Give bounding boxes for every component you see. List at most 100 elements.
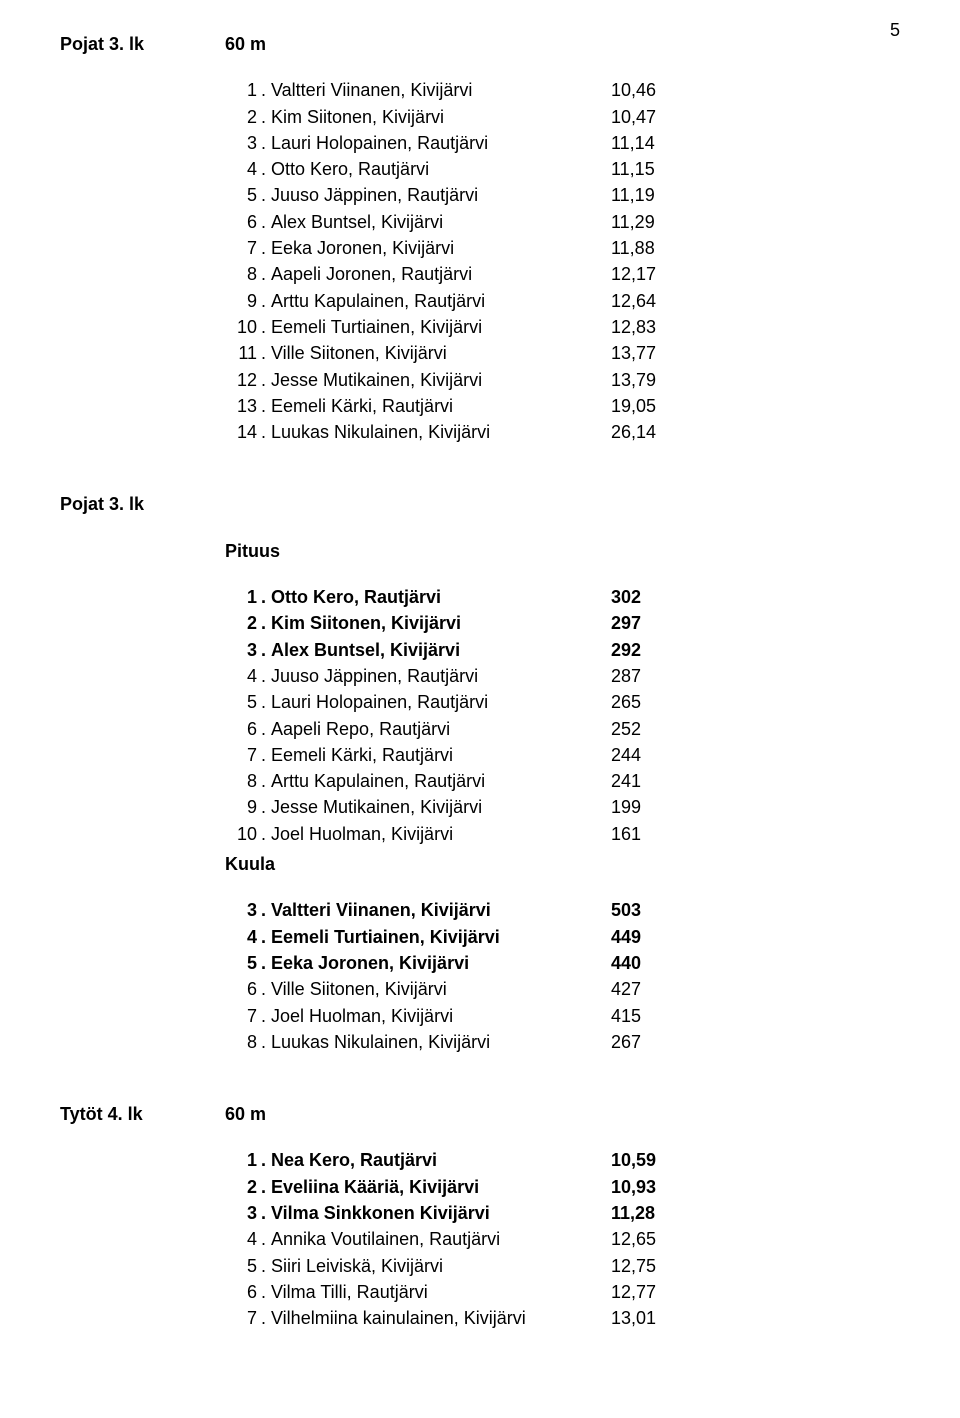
result-rank: 2 <box>225 611 261 635</box>
rank-dot: . <box>261 1201 271 1225</box>
rank-dot: . <box>261 368 271 392</box>
result-name: Annika Voutilainen, Rautjärvi <box>271 1227 611 1251</box>
category-label: Tytöt 4. lk <box>60 1102 225 1126</box>
result-name: Alex Buntsel, Kivijärvi <box>271 638 611 662</box>
result-rank: 10 <box>225 315 261 339</box>
result-rank: 9 <box>225 289 261 313</box>
rank-dot: . <box>261 822 271 846</box>
result-rank: 4 <box>225 1227 261 1251</box>
rank-dot: . <box>261 1280 271 1304</box>
section-header: Tytöt 4. lk60 m <box>60 1102 900 1126</box>
event-label: Pituus <box>225 539 900 563</box>
result-rank: 6 <box>225 977 261 1001</box>
result-value: 12,77 <box>611 1280 691 1304</box>
result-row: 6.Ville Siitonen, Kivijärvi427 <box>225 977 900 1001</box>
result-name: Joel Huolman, Kivijärvi <box>271 1004 611 1028</box>
result-rank: 1 <box>225 1148 261 1172</box>
result-row: 2.Eveliina Kääriä, Kivijärvi10,93 <box>225 1175 900 1199</box>
result-rank: 6 <box>225 717 261 741</box>
result-row: 4.Eemeli Turtiainen, Kivijärvi449 <box>225 925 900 949</box>
result-row: 3.Alex Buntsel, Kivijärvi292 <box>225 638 900 662</box>
rank-dot: . <box>261 420 271 444</box>
result-name: Valtteri Viinanen, Kivijärvi <box>271 78 611 102</box>
result-rank: 2 <box>225 105 261 129</box>
result-row: 8.Luukas Nikulainen, Kivijärvi267 <box>225 1030 900 1054</box>
result-rank: 12 <box>225 368 261 392</box>
result-value: 161 <box>611 822 691 846</box>
result-value: 13,79 <box>611 368 691 392</box>
rank-dot: . <box>261 611 271 635</box>
result-row: 10.Eemeli Turtiainen, Kivijärvi12,83 <box>225 315 900 339</box>
rank-dot: . <box>261 78 271 102</box>
event-label: Kuula <box>225 852 900 876</box>
result-name: Juuso Jäppinen, Rautjärvi <box>271 183 611 207</box>
result-rank: 6 <box>225 210 261 234</box>
results-section: Pojat 3. lk60 m1.Valtteri Viinanen, Kivi… <box>60 32 900 444</box>
result-name: Nea Kero, Rautjärvi <box>271 1148 611 1172</box>
result-row: 7.Eeka Joronen, Kivijärvi11,88 <box>225 236 900 260</box>
result-row: 1.Otto Kero, Rautjärvi302 <box>225 585 900 609</box>
rank-dot: . <box>261 743 271 767</box>
rank-dot: . <box>261 1148 271 1172</box>
result-value: 503 <box>611 898 691 922</box>
event-label: 60 m <box>225 1102 266 1126</box>
section-header: Pojat 3. lk <box>60 492 900 516</box>
result-value: 12,65 <box>611 1227 691 1251</box>
result-value: 12,75 <box>611 1254 691 1278</box>
document-body: Pojat 3. lk60 m1.Valtteri Viinanen, Kivi… <box>60 32 900 1330</box>
result-value: 252 <box>611 717 691 741</box>
result-rank: 8 <box>225 769 261 793</box>
result-rank: 9 <box>225 795 261 819</box>
rank-dot: . <box>261 157 271 181</box>
result-value: 292 <box>611 638 691 662</box>
rank-dot: . <box>261 925 271 949</box>
rank-dot: . <box>261 210 271 234</box>
result-rank: 14 <box>225 420 261 444</box>
result-name: Ville Siitonen, Kivijärvi <box>271 977 611 1001</box>
category-label: Pojat 3. lk <box>60 32 225 56</box>
category-label: Pojat 3. lk <box>60 492 225 516</box>
result-rank: 7 <box>225 1306 261 1330</box>
rank-dot: . <box>261 1254 271 1278</box>
result-name: Vilma Sinkkonen Kivijärvi <box>271 1201 611 1225</box>
result-value: 11,19 <box>611 183 691 207</box>
result-rank: 11 <box>225 341 261 365</box>
result-row: 3. Vilma Sinkkonen Kivijärvi11,28 <box>225 1201 900 1225</box>
rank-dot: . <box>261 183 271 207</box>
rank-dot: . <box>261 585 271 609</box>
rank-dot: . <box>261 394 271 418</box>
result-row: 5.Lauri Holopainen, Rautjärvi265 <box>225 690 900 714</box>
rank-dot: . <box>261 690 271 714</box>
result-name: Jesse Mutikainen, Kivijärvi <box>271 795 611 819</box>
result-row: 2.Kim Siitonen, Kivijärvi10,47 <box>225 105 900 129</box>
result-row: 14.Luukas Nikulainen, Kivijärvi26,14 <box>225 420 900 444</box>
rank-dot: . <box>261 236 271 260</box>
result-name: Arttu Kapulainen, Rautjärvi <box>271 769 611 793</box>
result-rank: 5 <box>225 690 261 714</box>
result-row: 7.Vilhelmiina kainulainen, Kivijärvi13,0… <box>225 1306 900 1330</box>
result-row: 5.Eeka Joronen, Kivijärvi440 <box>225 951 900 975</box>
result-rank: 7 <box>225 1004 261 1028</box>
result-row: 3.Lauri Holopainen, Rautjärvi11,14 <box>225 131 900 155</box>
result-value: 199 <box>611 795 691 819</box>
result-name: Eemeli Turtiainen, Kivijärvi <box>271 315 611 339</box>
result-value: 440 <box>611 951 691 975</box>
result-name: Jesse Mutikainen, Kivijärvi <box>271 368 611 392</box>
result-value: 427 <box>611 977 691 1001</box>
result-row: 13.Eemeli Kärki, Rautjärvi19,05 <box>225 394 900 418</box>
result-name: Otto Kero, Rautjärvi <box>271 585 611 609</box>
result-name: Lauri Holopainen, Rautjärvi <box>271 690 611 714</box>
result-name: Kim Siitonen, Kivijärvi <box>271 105 611 129</box>
result-value: 287 <box>611 664 691 688</box>
results-list: 1.Otto Kero, Rautjärvi3022.Kim Siitonen,… <box>225 585 900 846</box>
result-rank: 1 <box>225 78 261 102</box>
result-name: Lauri Holopainen, Rautjärvi <box>271 131 611 155</box>
result-rank: 4 <box>225 157 261 181</box>
result-rank: 6 <box>225 1280 261 1304</box>
result-name: Aapeli Joronen, Rautjärvi <box>271 262 611 286</box>
result-rank: 8 <box>225 262 261 286</box>
result-name: Eeka Joronen, Kivijärvi <box>271 236 611 260</box>
result-value: 10,59 <box>611 1148 691 1172</box>
result-value: 12,83 <box>611 315 691 339</box>
results-section: Pojat 3. lkPituus 1.Otto Kero, Rautjärvi3… <box>60 492 900 1054</box>
